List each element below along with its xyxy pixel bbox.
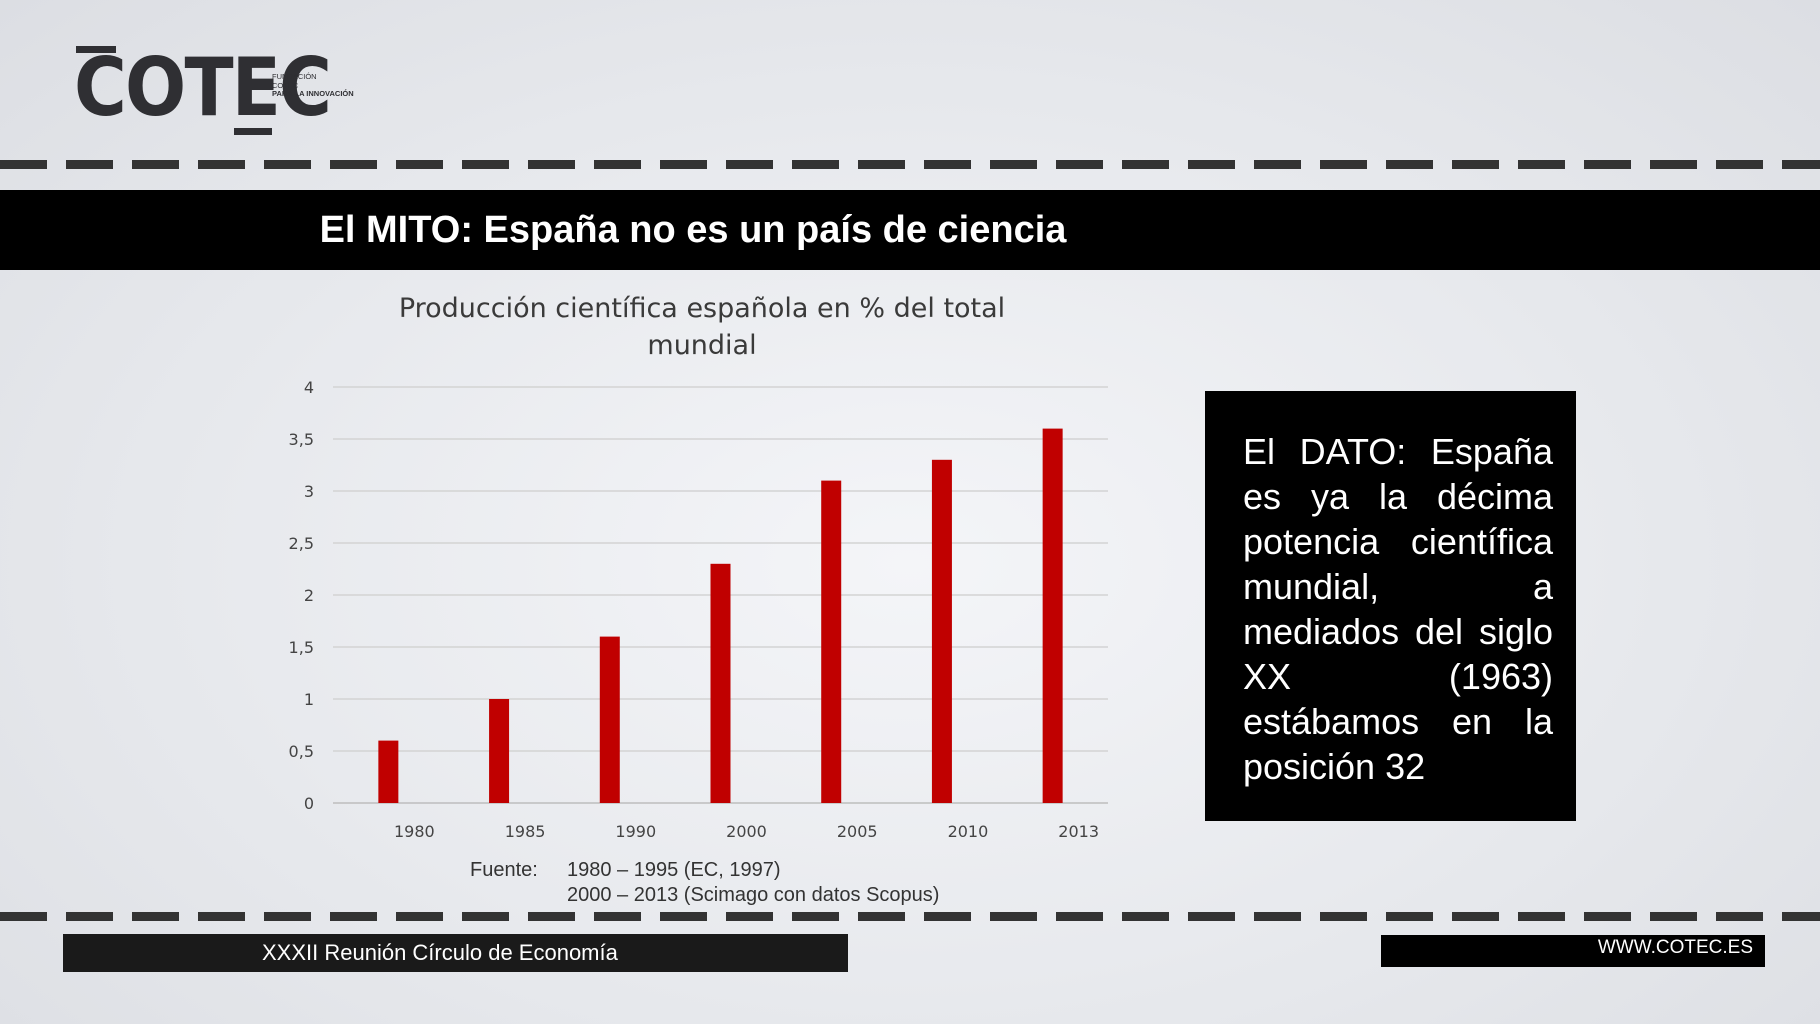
logo-tagline: FUNDACIÓN COTEC PARA LA INNOVACIÓN xyxy=(272,72,354,99)
chart-title: Producción científica española en % del … xyxy=(352,290,1052,364)
x-tick-label: 2000 xyxy=(726,822,767,841)
y-tick-label: 2,5 xyxy=(289,534,314,553)
chart-title-line2: mundial xyxy=(647,330,757,361)
y-tick-label: 4 xyxy=(304,378,314,397)
source-line-1: 1980 – 1995 (EC, 1997) xyxy=(567,859,781,881)
logo-wordmark: COTEC xyxy=(74,41,332,134)
x-tick-label: 2013 xyxy=(1058,822,1099,841)
footer-website-link[interactable]: WWW.COTEC.ES xyxy=(1381,935,1765,967)
dato-text: El DATO: España es ya la décima potencia… xyxy=(1243,431,1553,787)
x-tick-label: 1990 xyxy=(615,822,656,841)
dato-box: El DATO: España es ya la décima potencia… xyxy=(1205,391,1576,821)
chart-bars xyxy=(378,428,1063,803)
y-tick-label: 0 xyxy=(304,794,314,813)
y-tick-label: 0,5 xyxy=(289,742,314,761)
logo-tagline-2: COTEC xyxy=(272,80,299,90)
y-axis-labels: 0 0,5 1 1,5 2 2,5 3 3,5 4 xyxy=(289,378,314,813)
y-tick-label: 1,5 xyxy=(289,638,314,657)
bar-1990 xyxy=(599,636,620,803)
bar-2013 xyxy=(1042,428,1063,803)
source-line-2: 2000 – 2013 (Scimago con datos Scopus) xyxy=(567,884,940,906)
x-tick-label: 1980 xyxy=(394,822,435,841)
bar-2000 xyxy=(710,563,731,803)
logo-bar-top xyxy=(76,46,116,53)
bar-1980 xyxy=(378,740,399,803)
y-tick-label: 3 xyxy=(304,482,314,501)
y-tick-label: 1 xyxy=(304,690,314,709)
logo-tagline-3: PARA LA INNOVACIÓN xyxy=(272,89,354,98)
footer-event: XXXII Reunión Círculo de Economía xyxy=(63,934,848,972)
x-axis-labels: 1980 1985 1990 2000 2005 2010 2013 xyxy=(394,822,1099,841)
bar-1985 xyxy=(489,699,510,803)
x-tick-label: 1985 xyxy=(505,822,546,841)
logo-tagline-1: FUNDACIÓN xyxy=(272,72,317,81)
bar-2005 xyxy=(821,480,842,803)
y-tick-label: 2 xyxy=(304,586,314,605)
dashed-divider-bottom xyxy=(0,912,1820,921)
cotec-logo: COTEC FUNDACIÓN COTEC PARA LA INNOVACIÓN xyxy=(74,41,384,135)
source-label: Fuente: xyxy=(470,859,538,881)
bar-2010 xyxy=(931,459,952,803)
x-tick-label: 2010 xyxy=(948,822,989,841)
dashed-divider-top xyxy=(0,160,1820,169)
logo-bar-bottom xyxy=(234,128,272,135)
x-tick-label: 2005 xyxy=(837,822,878,841)
chart-title-line1: Producción científica española en % del … xyxy=(398,293,1006,324)
y-tick-label: 3,5 xyxy=(289,430,314,449)
title-band: El MITO: España no es un país de ciencia xyxy=(0,190,1820,270)
slide-title: El MITO: España no es un país de ciencia xyxy=(319,209,1067,251)
